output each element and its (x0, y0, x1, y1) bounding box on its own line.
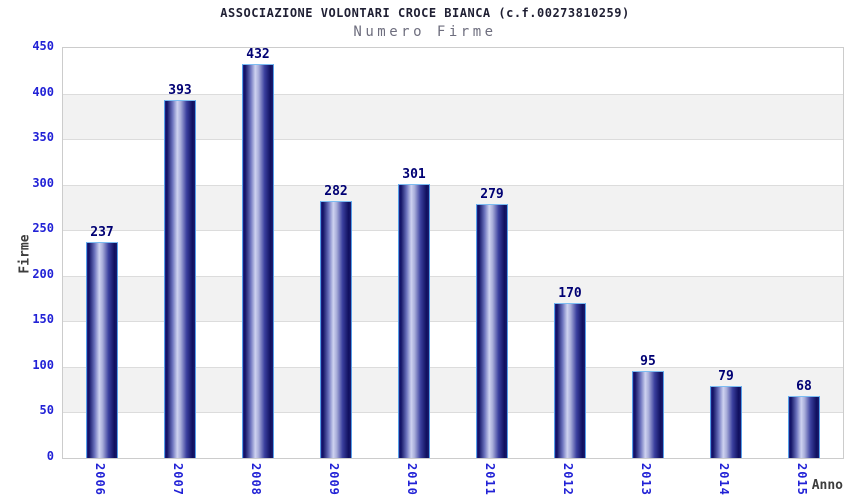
y-tick-label: 400 (32, 85, 54, 99)
bar-value-label: 79 (718, 369, 734, 384)
gridline (63, 139, 843, 141)
gridline (63, 321, 843, 323)
gridline (63, 275, 843, 277)
gridline (63, 93, 843, 95)
bar-value-label: 301 (402, 167, 426, 182)
x-tick-label: 2015 (795, 463, 809, 496)
y-tick-label: 250 (32, 221, 54, 235)
y-tick-label: 150 (32, 312, 54, 326)
bar-value-label: 68 (796, 379, 812, 394)
x-tick-label: 2006 (93, 463, 107, 496)
x-tick-label: 2008 (249, 463, 263, 496)
bar-2007 (164, 100, 196, 458)
x-tick-label: 2010 (405, 463, 419, 496)
x-tick-label: 2012 (561, 463, 575, 496)
plot-area: 237 393 432 282 301 279 170 95 79 68 (62, 47, 844, 459)
y-tick-label: 50 (39, 403, 54, 417)
y-tick-label: 100 (32, 358, 54, 372)
bar-2006 (86, 242, 118, 458)
x-tick-label: 2013 (639, 463, 653, 496)
y-tick-label: 450 (32, 39, 54, 53)
bar-2015 (788, 396, 820, 458)
chart-title: ASSOCIAZIONE VOLONTARI CROCE BIANCA (c.f… (220, 6, 630, 20)
bar-2014 (710, 386, 742, 458)
plot-band (63, 48, 843, 94)
bar-2011 (476, 204, 508, 458)
bar-value-label: 393 (168, 83, 192, 98)
gridline (63, 184, 843, 186)
x-tick-label: 2009 (327, 463, 341, 496)
x-tick-label: 2007 (171, 463, 185, 496)
x-tick-label: 2011 (483, 463, 497, 496)
x-axis-title: Anno (811, 478, 843, 493)
gridline (63, 230, 843, 232)
bar-value-label: 237 (90, 225, 114, 240)
bar-value-label: 282 (324, 184, 348, 199)
y-tick-label: 0 (46, 449, 54, 463)
bar-value-label: 279 (480, 187, 504, 202)
y-tick-label: 350 (32, 130, 54, 144)
bar-2012 (554, 303, 586, 458)
bar-2009 (320, 201, 352, 458)
y-tick-label: 300 (32, 176, 54, 190)
bar-value-label: 432 (246, 47, 270, 62)
bar-2008 (242, 64, 274, 458)
x-tick-label: 2014 (717, 463, 731, 496)
y-tick-label: 200 (32, 267, 54, 281)
bar-2013 (632, 371, 664, 458)
gridline (63, 412, 843, 414)
bar-2010 (398, 184, 430, 458)
bar-value-label: 170 (558, 286, 582, 301)
gridline (63, 366, 843, 368)
chart-subtitle: Numero Firme (353, 24, 497, 40)
bar-value-label: 95 (640, 354, 656, 369)
